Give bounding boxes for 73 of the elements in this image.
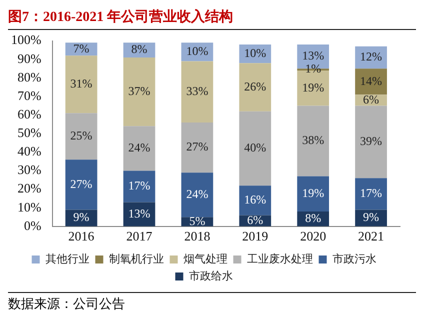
data-label: 19% xyxy=(302,186,324,200)
bar xyxy=(355,106,387,178)
data-label: 10% xyxy=(244,46,266,60)
data-label: 17% xyxy=(360,186,382,200)
data-label: 9% xyxy=(363,210,380,224)
data-label: 10% xyxy=(186,44,208,58)
source-note: 数据来源：公司公告 xyxy=(8,295,416,313)
legend-label: 烟气处理 xyxy=(183,252,228,266)
y-tick-label: 10% xyxy=(17,199,42,214)
y-tick-label: 20% xyxy=(17,180,42,196)
bar xyxy=(181,172,214,218)
bar xyxy=(297,106,330,176)
bar xyxy=(355,68,387,95)
data-label: 37% xyxy=(128,84,150,98)
bar xyxy=(181,61,214,122)
y-tick-label: 30% xyxy=(17,162,42,178)
y-tick-label: 40% xyxy=(17,144,42,159)
data-label: 13% xyxy=(302,48,324,63)
y-tick-label: 70% xyxy=(17,88,42,103)
bar xyxy=(355,178,387,210)
bar xyxy=(239,186,272,216)
bar xyxy=(123,58,156,126)
legend-label: 工业废水处理 xyxy=(246,252,313,266)
bar xyxy=(65,56,98,114)
x-tick-label: 2020 xyxy=(300,228,326,244)
legend-label: 其他行业 xyxy=(45,252,90,266)
data-label: 39% xyxy=(360,134,382,148)
data-label: 14% xyxy=(360,74,382,88)
chart-title: 图7：2016-2021 年公司营业收入结构 xyxy=(8,8,416,30)
x-tick-label: 2018 xyxy=(184,228,210,244)
data-label: 31% xyxy=(70,76,92,91)
data-label: 19% xyxy=(302,80,324,94)
bar xyxy=(65,113,98,160)
data-label: 25% xyxy=(70,128,92,143)
bar xyxy=(123,126,156,171)
y-tick-label: 60% xyxy=(17,106,42,122)
y-tick-label: 50% xyxy=(17,125,42,140)
legend-label: 制氧机行业 xyxy=(108,252,164,266)
data-label: 17% xyxy=(128,178,150,193)
y-tick-label: 90% xyxy=(17,50,42,66)
data-label: 9% xyxy=(73,210,90,224)
bar xyxy=(123,170,156,202)
bar xyxy=(239,63,272,112)
legend-label: 市政污水 xyxy=(332,252,376,266)
data-label: 8% xyxy=(131,42,148,56)
data-label: 33% xyxy=(186,84,208,98)
data-label: 27% xyxy=(186,140,208,154)
data-label: 5% xyxy=(189,214,206,228)
y-tick-label: 100% xyxy=(10,32,42,48)
data-label: 40% xyxy=(244,140,266,155)
data-label: 8% xyxy=(305,211,322,226)
data-label: 13% xyxy=(128,206,150,220)
x-tick-label: 2016 xyxy=(68,228,95,244)
data-label: 38% xyxy=(302,133,324,148)
data-label: 7% xyxy=(73,41,90,56)
legend-label: 市政给水 xyxy=(188,269,233,282)
bar xyxy=(65,160,98,210)
data-label: 6% xyxy=(363,92,380,106)
data-label: 16% xyxy=(244,192,266,207)
data-label: 6% xyxy=(247,212,264,227)
bar xyxy=(181,122,214,173)
x-tick-label: 2017 xyxy=(126,228,153,244)
bar xyxy=(297,176,330,212)
y-tick-label: 80% xyxy=(17,69,42,84)
data-label: 27% xyxy=(70,176,92,191)
data-label: 12% xyxy=(360,50,382,64)
bar xyxy=(239,111,272,186)
data-label: 24% xyxy=(128,140,150,155)
x-tick-label: 2019 xyxy=(242,228,268,244)
x-tick-label: 2021 xyxy=(358,228,384,244)
data-label: 24% xyxy=(186,187,208,202)
y-tick-label: 0% xyxy=(24,218,42,233)
data-label: 26% xyxy=(244,79,266,94)
